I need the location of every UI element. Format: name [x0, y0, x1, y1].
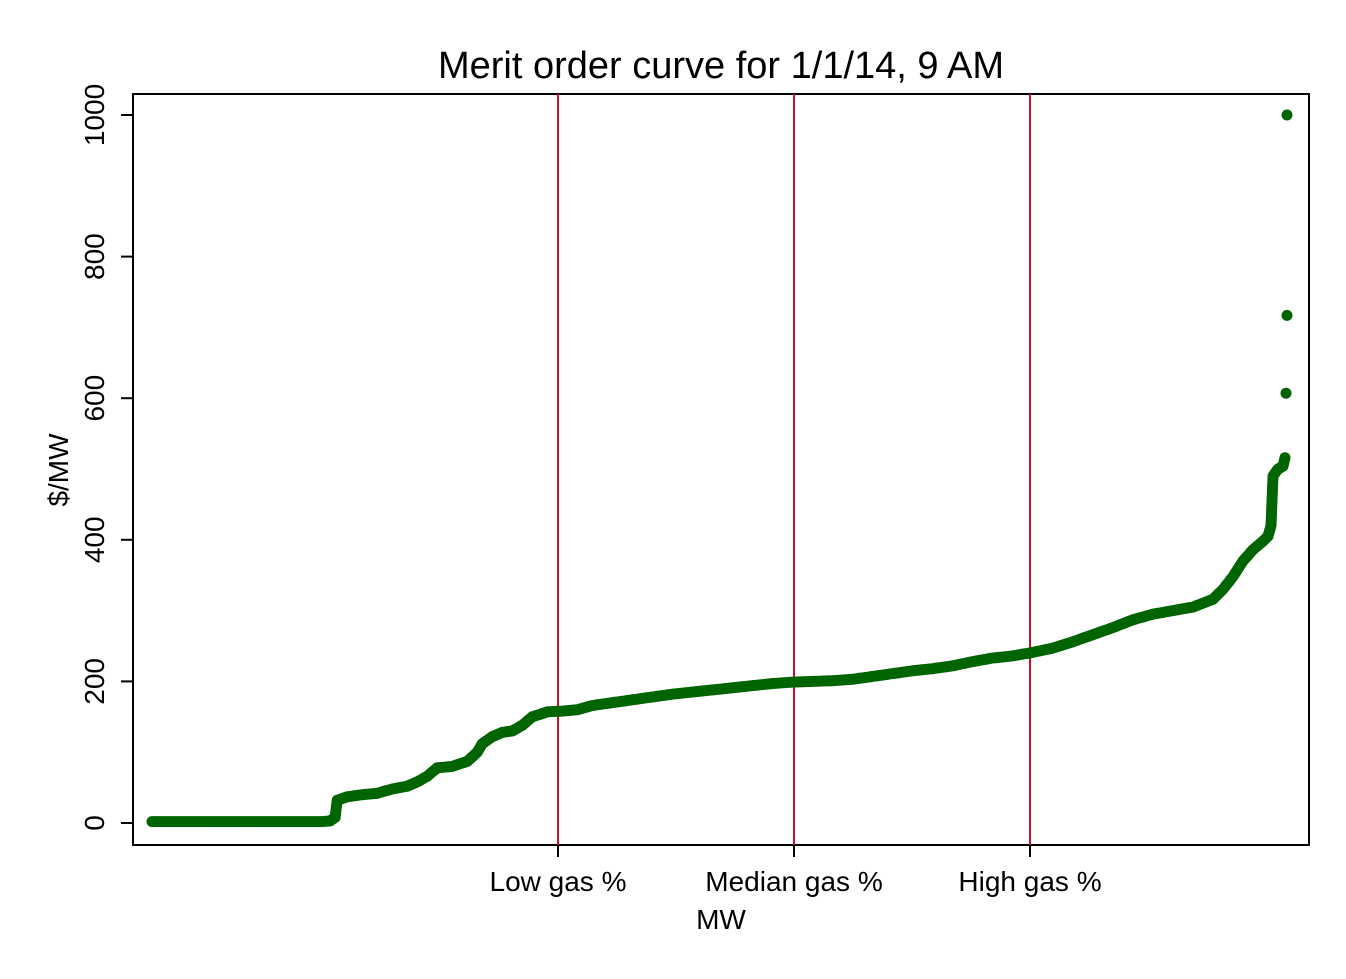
y-axis-label: $/MW: [43, 433, 74, 507]
chart-title: Merit order curve for 1/1/14, 9 AM: [438, 45, 1004, 87]
data-point: [1281, 109, 1293, 121]
x-axis-label: MW: [696, 904, 746, 935]
y-tick-label: 0: [79, 815, 110, 831]
y-tick-label: 800: [79, 233, 110, 280]
data-point: [1279, 452, 1291, 464]
y-tick-label: 400: [79, 516, 110, 563]
data-points: [146, 109, 1293, 828]
plot-frame: [132, 93, 1310, 846]
reference-lines: [557, 94, 1031, 845]
x-tick-label: High gas %: [958, 866, 1101, 897]
x-tick-label: Low gas %: [490, 866, 627, 897]
data-point: [1280, 387, 1292, 399]
y-tick-label: 1000: [79, 84, 110, 146]
data-point: [1281, 309, 1293, 321]
x-axis-ticks: Low gas % Median gas % High gas %: [490, 845, 1102, 897]
x-tick-label: Median gas %: [705, 866, 882, 897]
y-tick-label: 600: [79, 375, 110, 422]
y-axis-ticks: 0 200 400 600 800 1000: [79, 84, 133, 831]
y-tick-label: 200: [79, 658, 110, 705]
